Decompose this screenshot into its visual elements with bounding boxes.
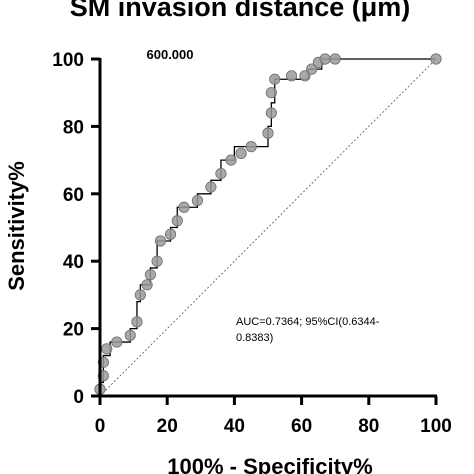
auc-annotation-line-2: 0.8383) <box>236 332 273 344</box>
cutoff-label: 600.000 <box>147 47 194 62</box>
roc-marker-12 <box>164 228 177 240</box>
roc-marker-19 <box>235 147 247 159</box>
roc-marker-24 <box>269 73 281 85</box>
roc-marker-31 <box>430 53 442 65</box>
x-tick-label: 20 <box>157 416 178 437</box>
x-tick-label: 80 <box>358 416 379 437</box>
y-tick-label: 0 <box>73 387 84 408</box>
x-tick-label: 100 <box>420 416 452 437</box>
roc-marker-4 <box>111 336 123 348</box>
roc-marker-26 <box>299 70 311 82</box>
axes: 0 20 40 60 80 100 0 20 40 60 80 100 <box>52 50 452 437</box>
roc-marker-16 <box>205 181 217 193</box>
roc-marker-6 <box>131 316 143 328</box>
y-tick-label: 100 <box>52 50 84 71</box>
roc-marker-8 <box>141 279 153 291</box>
y-tick-label: 60 <box>63 185 84 206</box>
roc-marker-27 <box>306 63 318 75</box>
y-tick-label: 80 <box>63 117 84 138</box>
roc-marker-11 <box>154 235 167 247</box>
x-axis-label: 100% - Specificity% <box>167 454 372 474</box>
roc-marker-3 <box>101 343 113 355</box>
roc-marker-17 <box>215 167 227 180</box>
roc-marker-29 <box>319 53 331 65</box>
y-tick-label: 20 <box>63 320 84 341</box>
roc-marker-15 <box>191 194 204 207</box>
x-ticks: 0 20 40 60 80 100 <box>95 396 452 437</box>
roc-marker-5 <box>124 329 136 341</box>
y-ticks: 0 20 40 60 80 100 <box>52 50 100 408</box>
y-axis-label: Sensitivity% <box>4 161 29 291</box>
roc-marker-20 <box>245 141 257 153</box>
x-tick-label: 40 <box>224 416 245 437</box>
roc-marker-13 <box>171 215 183 227</box>
roc-marker-30 <box>329 53 341 65</box>
reference-diagonal-line <box>99 58 437 397</box>
x-tick-label: 60 <box>291 416 312 437</box>
roc-marker-7 <box>134 289 146 301</box>
roc-marker-25 <box>285 70 298 82</box>
roc-marker-9 <box>144 269 156 281</box>
roc-marker-22 <box>265 107 277 119</box>
auc-annotation-line-1: AUC=0.7364; 95%CI(0.6344- <box>236 316 380 328</box>
plot-area <box>94 53 442 397</box>
roc-marker-14 <box>178 201 190 213</box>
x-tick-label: 0 <box>95 416 106 437</box>
chart-title: SM invasion distance (μm) <box>70 0 411 22</box>
roc-marker-10 <box>151 255 163 267</box>
roc-marker-23 <box>265 87 277 99</box>
roc-marker-21 <box>262 127 274 139</box>
y-tick-label: 40 <box>63 252 84 273</box>
roc-marker-18 <box>225 154 237 166</box>
